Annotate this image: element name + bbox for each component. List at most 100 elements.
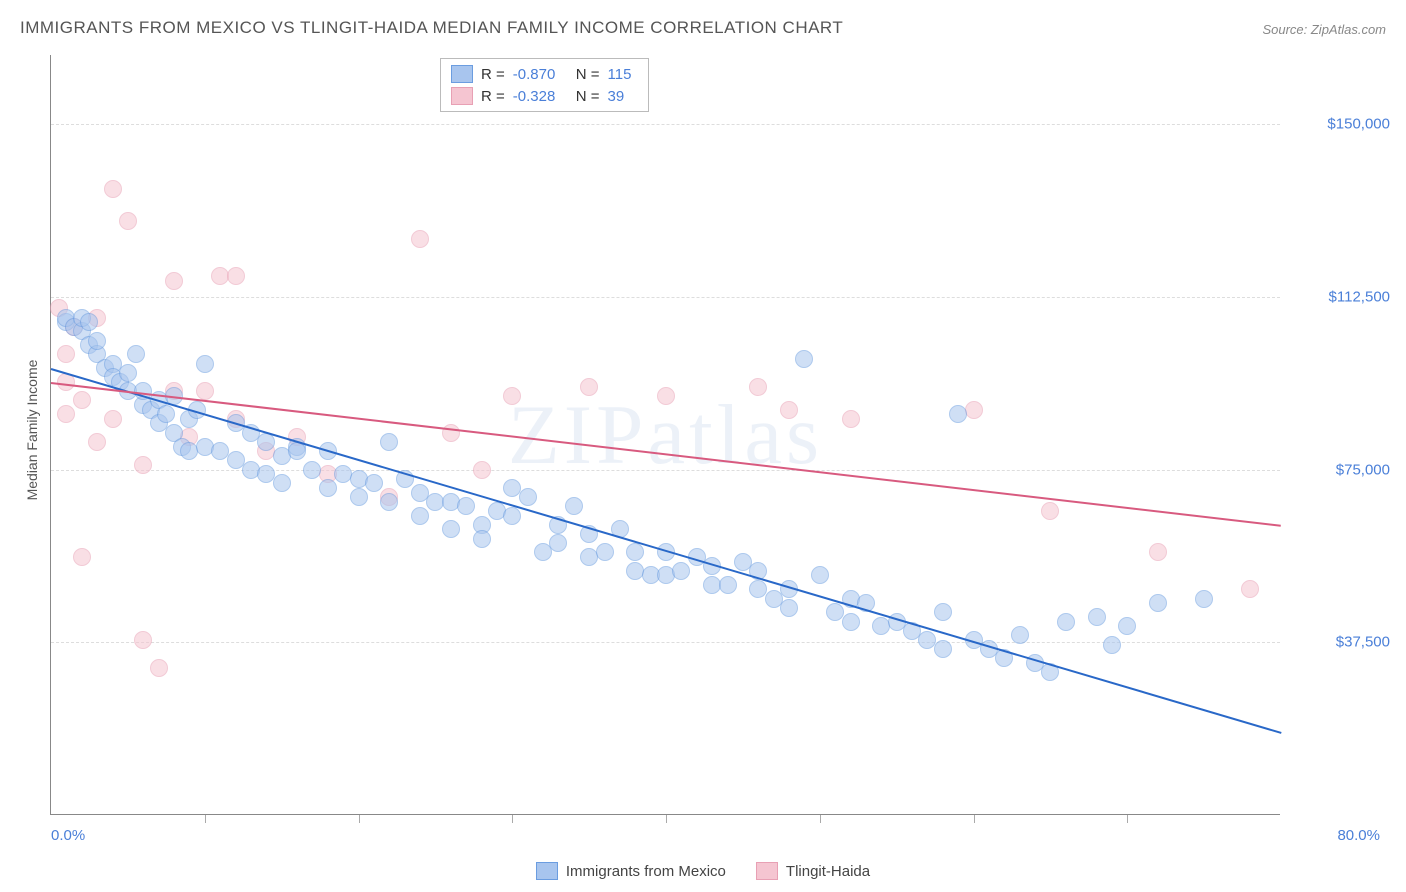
scatter-point bbox=[80, 313, 98, 331]
y-tick-label: $150,000 bbox=[1290, 116, 1390, 133]
scatter-point bbox=[1011, 626, 1029, 644]
scatter-point bbox=[749, 378, 767, 396]
scatter-point bbox=[411, 230, 429, 248]
scatter-point bbox=[73, 391, 91, 409]
scatter-point bbox=[519, 488, 537, 506]
scatter-point bbox=[842, 613, 860, 631]
legend-item-series-1: Immigrants from Mexico bbox=[536, 862, 726, 880]
x-axis-end-label: 80.0% bbox=[1337, 827, 1380, 844]
scatter-point bbox=[811, 566, 829, 584]
scatter-point bbox=[795, 350, 813, 368]
scatter-point bbox=[350, 488, 368, 506]
scatter-point bbox=[672, 562, 690, 580]
scatter-point bbox=[549, 534, 567, 552]
scatter-point bbox=[88, 433, 106, 451]
scatter-point bbox=[503, 507, 521, 525]
scatter-point bbox=[842, 410, 860, 428]
scatter-point bbox=[1103, 636, 1121, 654]
scatter-point bbox=[319, 479, 337, 497]
grid-line-horizontal bbox=[51, 642, 1280, 643]
swatch-series-2 bbox=[756, 862, 778, 880]
scatter-point bbox=[934, 640, 952, 658]
x-tick-mark bbox=[974, 815, 975, 823]
scatter-point bbox=[57, 345, 75, 363]
y-tick-label: $37,500 bbox=[1290, 634, 1390, 651]
scatter-point bbox=[1149, 594, 1167, 612]
scatter-point bbox=[596, 543, 614, 561]
scatter-point bbox=[780, 401, 798, 419]
scatter-point bbox=[165, 272, 183, 290]
grid-line-horizontal bbox=[51, 297, 1280, 298]
swatch-series-2 bbox=[451, 87, 473, 105]
scatter-point bbox=[365, 474, 383, 492]
grid-line-horizontal bbox=[51, 470, 1280, 471]
grid-line-horizontal bbox=[51, 124, 1280, 125]
y-axis-label: Median Family Income bbox=[24, 360, 40, 501]
scatter-point bbox=[380, 493, 398, 511]
scatter-point bbox=[88, 332, 106, 350]
scatter-point bbox=[719, 576, 737, 594]
swatch-series-1 bbox=[451, 65, 473, 83]
r-value-series-1: -0.870 bbox=[513, 66, 568, 83]
scatter-point bbox=[1088, 608, 1106, 626]
x-tick-mark bbox=[820, 815, 821, 823]
legend-label-series-1: Immigrants from Mexico bbox=[566, 863, 726, 880]
scatter-point bbox=[657, 387, 675, 405]
scatter-point bbox=[127, 345, 145, 363]
legend-item-series-2: Tlingit-Haida bbox=[756, 862, 870, 880]
correlation-row-series-1: R = -0.870 N = 115 bbox=[451, 63, 638, 85]
bottom-legend: Immigrants from Mexico Tlingit-Haida bbox=[0, 862, 1406, 880]
legend-label-series-2: Tlingit-Haida bbox=[786, 863, 870, 880]
scatter-point bbox=[73, 548, 91, 566]
scatter-point bbox=[104, 410, 122, 428]
scatter-point bbox=[227, 267, 245, 285]
scatter-point bbox=[780, 599, 798, 617]
correlation-row-series-2: R = -0.328 N = 39 bbox=[451, 85, 638, 107]
n-label: N = bbox=[576, 66, 600, 83]
scatter-point bbox=[503, 387, 521, 405]
scatter-point bbox=[457, 497, 475, 515]
scatter-point bbox=[1241, 580, 1259, 598]
scatter-point bbox=[580, 378, 598, 396]
scatter-point bbox=[57, 405, 75, 423]
scatter-point bbox=[1195, 590, 1213, 608]
n-value-series-1: 115 bbox=[608, 66, 638, 83]
scatter-point bbox=[134, 631, 152, 649]
scatter-point bbox=[965, 401, 983, 419]
x-tick-mark bbox=[512, 815, 513, 823]
scatter-point bbox=[442, 520, 460, 538]
scatter-point bbox=[411, 507, 429, 525]
scatter-point bbox=[273, 474, 291, 492]
scatter-point bbox=[303, 461, 321, 479]
chart-title: IMMIGRANTS FROM MEXICO VS TLINGIT-HAIDA … bbox=[20, 18, 843, 38]
scatter-point bbox=[1057, 613, 1075, 631]
y-tick-label: $112,500 bbox=[1290, 288, 1390, 305]
source-attribution: Source: ZipAtlas.com bbox=[1262, 22, 1386, 37]
scatter-point bbox=[119, 212, 137, 230]
trend-line bbox=[51, 368, 1282, 734]
r-label: R = bbox=[481, 88, 505, 105]
n-value-series-2: 39 bbox=[608, 88, 638, 105]
scatter-point bbox=[380, 433, 398, 451]
scatter-point bbox=[1149, 543, 1167, 561]
scatter-point bbox=[473, 461, 491, 479]
scatter-point bbox=[934, 603, 952, 621]
y-tick-label: $75,000 bbox=[1290, 461, 1390, 478]
scatter-point bbox=[626, 543, 644, 561]
swatch-series-1 bbox=[536, 862, 558, 880]
plot-area: ZIPatlas $37,500$75,000$112,500$150,0000… bbox=[50, 55, 1280, 815]
scatter-point bbox=[949, 405, 967, 423]
correlation-legend-box: R = -0.870 N = 115 R = -0.328 N = 39 bbox=[440, 58, 649, 112]
scatter-point bbox=[473, 530, 491, 548]
x-axis-start-label: 0.0% bbox=[51, 827, 85, 844]
x-tick-mark bbox=[666, 815, 667, 823]
scatter-point bbox=[565, 497, 583, 515]
scatter-point bbox=[150, 659, 168, 677]
scatter-point bbox=[196, 355, 214, 373]
r-label: R = bbox=[481, 66, 505, 83]
scatter-point bbox=[157, 405, 175, 423]
r-value-series-2: -0.328 bbox=[513, 88, 568, 105]
x-tick-mark bbox=[205, 815, 206, 823]
x-tick-mark bbox=[359, 815, 360, 823]
x-tick-mark bbox=[1127, 815, 1128, 823]
